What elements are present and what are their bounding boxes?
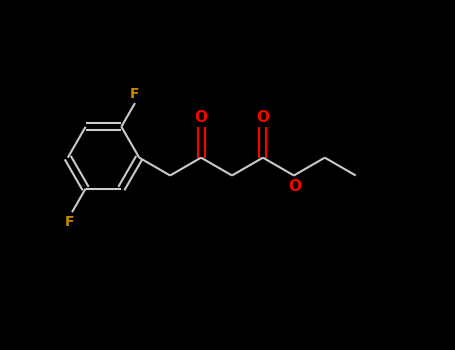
- Text: F: F: [65, 215, 74, 229]
- Text: O: O: [195, 110, 207, 125]
- Text: F: F: [130, 87, 140, 101]
- Text: O: O: [257, 110, 269, 125]
- Text: O: O: [288, 179, 301, 194]
